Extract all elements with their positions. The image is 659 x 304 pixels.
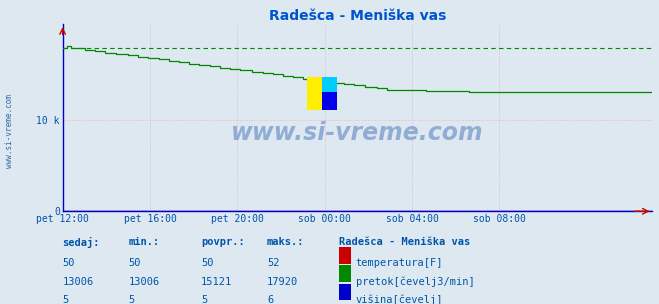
Text: 13006: 13006 — [129, 277, 159, 287]
Bar — [307, 77, 331, 110]
Text: 6: 6 — [267, 295, 273, 304]
Text: 50: 50 — [129, 258, 141, 268]
Text: temperatura[F]: temperatura[F] — [356, 258, 444, 268]
Text: 5: 5 — [63, 295, 69, 304]
Text: pretok[čevelj3/min]: pretok[čevelj3/min] — [356, 277, 474, 287]
Text: min.:: min.: — [129, 237, 159, 247]
Text: 5: 5 — [129, 295, 134, 304]
Text: sedaj:: sedaj: — [63, 237, 100, 248]
Text: 5: 5 — [201, 295, 207, 304]
Text: 50: 50 — [201, 258, 214, 268]
Text: 15121: 15121 — [201, 277, 232, 287]
Text: višina[čevelj]: višina[čevelj] — [356, 295, 444, 304]
Title: Radešca - Meniška vas: Radešca - Meniška vas — [269, 9, 446, 23]
Text: 50: 50 — [63, 258, 75, 268]
Text: www.si-vreme.com: www.si-vreme.com — [5, 94, 14, 168]
Text: maks.:: maks.: — [267, 237, 304, 247]
Text: 13006: 13006 — [63, 277, 94, 287]
Text: 52: 52 — [267, 258, 279, 268]
Text: povpr.:: povpr.: — [201, 237, 244, 247]
Bar — [322, 77, 337, 110]
Text: www.si-vreme.com: www.si-vreme.com — [231, 121, 484, 145]
Text: 17920: 17920 — [267, 277, 298, 287]
Text: Radešca - Meniška vas: Radešca - Meniška vas — [339, 237, 471, 247]
Bar — [322, 92, 337, 110]
